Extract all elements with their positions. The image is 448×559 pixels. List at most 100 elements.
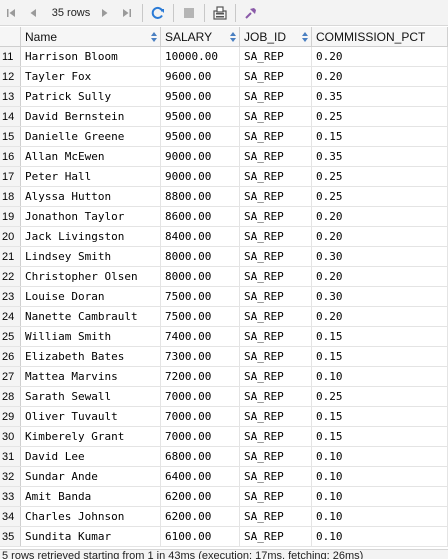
- cell-job-id[interactable]: SA_REP: [240, 287, 312, 306]
- cell-commission-pct[interactable]: 0.15: [312, 407, 448, 426]
- cell-salary[interactable]: 9500.00: [161, 127, 240, 146]
- cell-commission-pct[interactable]: 0.25: [312, 167, 448, 186]
- cell-job-id[interactable]: SA_REP: [240, 167, 312, 186]
- table-row[interactable]: 33 Amit Banda 6200.00 SA_REP 0.10: [0, 487, 448, 507]
- cell-commission-pct[interactable]: 0.20: [312, 267, 448, 286]
- cell-name[interactable]: Alyssa Hutton: [21, 187, 161, 206]
- cell-job-id[interactable]: SA_REP: [240, 467, 312, 486]
- cell-commission-pct[interactable]: 0.20: [312, 207, 448, 226]
- cell-job-id[interactable]: SA_REP: [240, 347, 312, 366]
- cell-job-id[interactable]: SA_REP: [240, 327, 312, 346]
- cell-commission-pct[interactable]: 0.15: [312, 427, 448, 446]
- table-row[interactable]: 16 Allan McEwen 9000.00 SA_REP 0.35: [0, 147, 448, 167]
- next-page-icon[interactable]: [94, 2, 116, 24]
- column-header-name[interactable]: Name: [21, 27, 161, 46]
- cell-job-id[interactable]: SA_REP: [240, 187, 312, 206]
- table-row[interactable]: 31 David Lee 6800.00 SA_REP 0.10: [0, 447, 448, 467]
- cell-salary[interactable]: 7000.00: [161, 387, 240, 406]
- table-row[interactable]: 18 Alyssa Hutton 8800.00 SA_REP 0.25: [0, 187, 448, 207]
- cell-name[interactable]: Oliver Tuvault: [21, 407, 161, 426]
- cell-salary[interactable]: 10000.00: [161, 47, 240, 66]
- cell-salary[interactable]: 7500.00: [161, 287, 240, 306]
- cell-name[interactable]: Amit Banda: [21, 487, 161, 506]
- cell-name[interactable]: Patrick Sully: [21, 87, 161, 106]
- cell-name[interactable]: Allan McEwen: [21, 147, 161, 166]
- cell-commission-pct[interactable]: 0.10: [312, 447, 448, 466]
- cell-salary[interactable]: 9500.00: [161, 87, 240, 106]
- cell-job-id[interactable]: SA_REP: [240, 267, 312, 286]
- row-count-label[interactable]: 35 rows: [51, 6, 91, 19]
- cell-commission-pct[interactable]: 0.10: [312, 527, 448, 546]
- cell-job-id[interactable]: SA_REP: [240, 47, 312, 66]
- cell-name[interactable]: Jack Livingston: [21, 227, 161, 246]
- cell-salary[interactable]: 7500.00: [161, 307, 240, 326]
- cell-salary[interactable]: 8000.00: [161, 267, 240, 286]
- cell-name[interactable]: Louise Doran: [21, 287, 161, 306]
- cell-salary[interactable]: 8000.00: [161, 247, 240, 266]
- cell-job-id[interactable]: SA_REP: [240, 147, 312, 166]
- table-row[interactable]: 27 Mattea Marvins 7200.00 SA_REP 0.10: [0, 367, 448, 387]
- cell-commission-pct[interactable]: 0.30: [312, 287, 448, 306]
- table-row[interactable]: 28 Sarath Sewall 7000.00 SA_REP 0.25: [0, 387, 448, 407]
- cell-commission-pct[interactable]: 0.35: [312, 87, 448, 106]
- table-row[interactable]: 34 Charles Johnson 6200.00 SA_REP 0.10: [0, 507, 448, 527]
- table-row[interactable]: 14 David Bernstein 9500.00 SA_REP 0.25: [0, 107, 448, 127]
- cell-name[interactable]: Nanette Cambrault: [21, 307, 161, 326]
- cell-commission-pct[interactable]: 0.20: [312, 227, 448, 246]
- table-row[interactable]: 26 Elizabeth Bates 7300.00 SA_REP 0.15: [0, 347, 448, 367]
- cell-commission-pct[interactable]: 0.25: [312, 387, 448, 406]
- cell-salary[interactable]: 8800.00: [161, 187, 240, 206]
- table-row[interactable]: 23 Louise Doran 7500.00 SA_REP 0.30: [0, 287, 448, 307]
- cell-name[interactable]: Peter Hall: [21, 167, 161, 186]
- table-row[interactable]: 13 Patrick Sully 9500.00 SA_REP 0.35: [0, 87, 448, 107]
- cell-name[interactable]: Elizabeth Bates: [21, 347, 161, 366]
- cell-commission-pct[interactable]: 0.20: [312, 47, 448, 66]
- cell-commission-pct[interactable]: 0.15: [312, 327, 448, 346]
- cell-commission-pct[interactable]: 0.20: [312, 67, 448, 86]
- cell-salary[interactable]: 6400.00: [161, 467, 240, 486]
- cell-job-id[interactable]: SA_REP: [240, 107, 312, 126]
- cell-commission-pct[interactable]: 0.20: [312, 307, 448, 326]
- cell-job-id[interactable]: SA_REP: [240, 87, 312, 106]
- cell-job-id[interactable]: SA_REP: [240, 487, 312, 506]
- cell-job-id[interactable]: SA_REP: [240, 247, 312, 266]
- cell-job-id[interactable]: SA_REP: [240, 367, 312, 386]
- cell-name[interactable]: Sundita Kumar: [21, 527, 161, 546]
- table-row[interactable]: 30 Kimberely Grant 7000.00 SA_REP 0.15: [0, 427, 448, 447]
- cell-name[interactable]: Lindsey Smith: [21, 247, 161, 266]
- cell-name[interactable]: David Bernstein: [21, 107, 161, 126]
- cell-salary[interactable]: 7000.00: [161, 407, 240, 426]
- cell-job-id[interactable]: SA_REP: [240, 67, 312, 86]
- cell-salary[interactable]: 7400.00: [161, 327, 240, 346]
- cell-name[interactable]: Mattea Marvins: [21, 367, 161, 386]
- cell-name[interactable]: Sarath Sewall: [21, 387, 161, 406]
- table-row[interactable]: 24 Nanette Cambrault 7500.00 SA_REP 0.20: [0, 307, 448, 327]
- cell-job-id[interactable]: SA_REP: [240, 207, 312, 226]
- cell-commission-pct[interactable]: 0.10: [312, 487, 448, 506]
- cell-commission-pct[interactable]: 0.25: [312, 107, 448, 126]
- cell-job-id[interactable]: SA_REP: [240, 447, 312, 466]
- prev-page-icon[interactable]: [22, 2, 44, 24]
- cell-salary[interactable]: 7200.00: [161, 367, 240, 386]
- cell-name[interactable]: Charles Johnson: [21, 507, 161, 526]
- table-row[interactable]: 19 Jonathon Taylor 8600.00 SA_REP 0.20: [0, 207, 448, 227]
- cell-salary[interactable]: 6200.00: [161, 507, 240, 526]
- cell-job-id[interactable]: SA_REP: [240, 507, 312, 526]
- cell-commission-pct[interactable]: 0.35: [312, 147, 448, 166]
- cell-name[interactable]: Kimberely Grant: [21, 427, 161, 446]
- cell-job-id[interactable]: SA_REP: [240, 387, 312, 406]
- export-icon[interactable]: [209, 2, 231, 24]
- cell-job-id[interactable]: SA_REP: [240, 227, 312, 246]
- cell-commission-pct[interactable]: 0.10: [312, 467, 448, 486]
- last-page-icon[interactable]: [116, 2, 138, 24]
- cell-name[interactable]: Tayler Fox: [21, 67, 161, 86]
- sort-icon[interactable]: [230, 32, 236, 42]
- table-row[interactable]: 17 Peter Hall 9000.00 SA_REP 0.25: [0, 167, 448, 187]
- stop-icon[interactable]: [178, 2, 200, 24]
- cell-salary[interactable]: 9600.00: [161, 67, 240, 86]
- cell-name[interactable]: Christopher Olsen: [21, 267, 161, 286]
- sort-icon[interactable]: [151, 32, 157, 42]
- table-row[interactable]: 29 Oliver Tuvault 7000.00 SA_REP 0.15: [0, 407, 448, 427]
- column-header-salary[interactable]: SALARY: [161, 27, 240, 46]
- table-row[interactable]: 35 Sundita Kumar 6100.00 SA_REP 0.10: [0, 527, 448, 547]
